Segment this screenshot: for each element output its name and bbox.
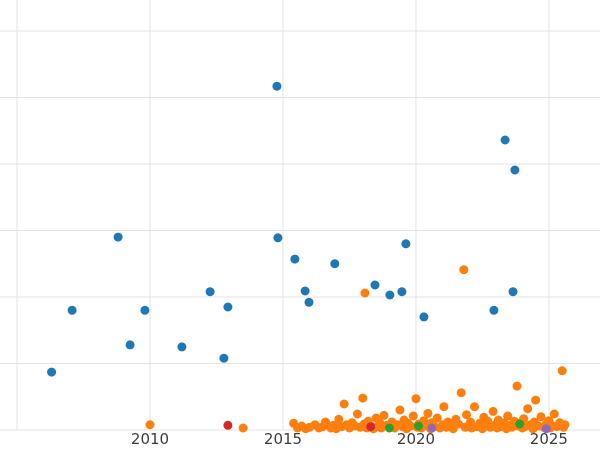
data-point-series-orange bbox=[360, 288, 370, 298]
data-point-series-purple bbox=[427, 423, 437, 433]
data-point-series-blue bbox=[219, 353, 229, 363]
data-point-series-orange bbox=[536, 412, 546, 422]
data-point-series-orange bbox=[145, 420, 155, 430]
data-point-series-orange bbox=[406, 421, 416, 431]
data-point-series-orange bbox=[549, 409, 559, 419]
data-point-series-orange bbox=[456, 388, 466, 398]
data-point-series-red bbox=[223, 420, 233, 430]
data-point-series-blue bbox=[401, 239, 411, 249]
data-point-series-blue bbox=[500, 135, 510, 145]
data-point-series-blue bbox=[370, 280, 380, 290]
data-point-series-orange bbox=[557, 366, 567, 376]
x-tick-label: 2025 bbox=[530, 430, 568, 448]
data-point-series-orange bbox=[334, 414, 344, 424]
data-point-series-blue bbox=[304, 297, 314, 307]
data-point-series-orange bbox=[560, 420, 570, 430]
data-point-series-blue bbox=[290, 254, 300, 264]
data-point-series-orange bbox=[512, 381, 522, 391]
data-point-series-orange bbox=[454, 419, 463, 429]
data-point-series-orange bbox=[432, 413, 442, 423]
data-point-series-green bbox=[515, 419, 525, 429]
data-point-series-orange bbox=[379, 410, 389, 420]
data-point-series-green bbox=[414, 421, 424, 431]
data-point-series-blue bbox=[300, 286, 310, 296]
x-tick-label: 2010 bbox=[131, 430, 169, 448]
data-point-series-orange bbox=[503, 411, 513, 421]
data-point-series-red bbox=[366, 422, 376, 432]
data-point-series-blue bbox=[113, 232, 123, 242]
data-point-series-orange bbox=[470, 402, 479, 412]
data-point-series-orange bbox=[321, 417, 330, 427]
data-point-series-orange bbox=[358, 393, 368, 403]
data-point-series-blue bbox=[140, 305, 150, 315]
data-point-series-blue bbox=[177, 342, 187, 352]
data-point-series-blue bbox=[489, 305, 499, 315]
data-point-series-blue bbox=[419, 312, 429, 322]
data-point-series-orange bbox=[395, 405, 405, 415]
data-point-series-orange bbox=[531, 395, 541, 405]
data-point-series-orange bbox=[411, 394, 421, 404]
data-point-series-blue bbox=[510, 165, 520, 175]
data-point-series-blue bbox=[125, 340, 135, 350]
data-point-series-blue bbox=[397, 287, 407, 297]
data-point-series-green bbox=[384, 423, 394, 433]
data-point-series-blue bbox=[272, 81, 282, 91]
data-point-series-blue bbox=[273, 233, 283, 243]
data-point-series-orange bbox=[352, 409, 362, 419]
data-point-series-purple bbox=[541, 424, 551, 434]
data-point-series-blue bbox=[330, 259, 340, 269]
data-point-series-orange bbox=[423, 408, 433, 418]
data-point-series-orange bbox=[238, 423, 248, 433]
data-point-series-blue bbox=[67, 305, 77, 315]
data-point-series-orange bbox=[439, 402, 449, 412]
data-point-series-orange bbox=[339, 399, 349, 409]
data-point-series-blue bbox=[223, 302, 233, 312]
data-point-series-orange bbox=[488, 406, 498, 416]
x-tick-label: 2015 bbox=[264, 430, 302, 448]
data-point-series-orange bbox=[462, 410, 471, 420]
x-tick-label: 2020 bbox=[397, 430, 435, 448]
data-point-series-orange bbox=[408, 411, 418, 421]
data-point-series-blue bbox=[47, 367, 57, 377]
data-point-series-orange bbox=[523, 404, 533, 414]
data-point-series-blue bbox=[508, 287, 518, 297]
data-point-series-blue bbox=[205, 287, 215, 297]
data-point-series-orange bbox=[459, 265, 469, 275]
data-point-series-blue bbox=[385, 290, 395, 300]
